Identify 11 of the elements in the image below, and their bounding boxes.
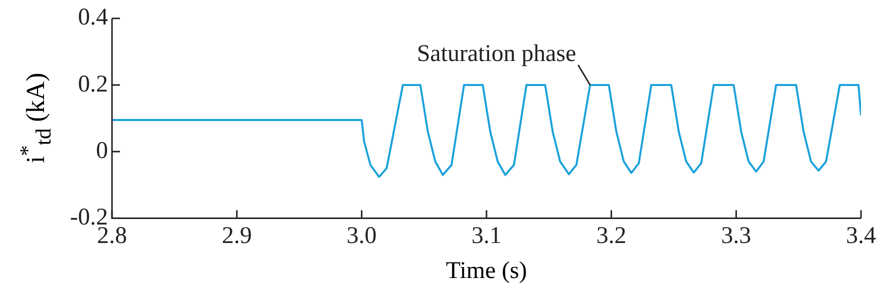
x-tick-label: 3.3 <box>721 222 752 249</box>
annotation: Saturation phase <box>416 41 576 67</box>
y-tick-label: 0.4 <box>78 4 108 31</box>
x-tick-label: 2.9 <box>222 222 252 249</box>
x-tick-label: 3.1 <box>472 222 502 249</box>
x-tick-label: 3.4 <box>846 222 876 249</box>
x-tick-label: 3.2 <box>596 222 626 249</box>
y-tick-label: 0.2 <box>78 71 108 98</box>
x-axis-title: Time (s) <box>444 258 528 285</box>
x-tick-label: 3.0 <box>346 222 377 249</box>
y-tick-label: 0 <box>96 138 108 164</box>
